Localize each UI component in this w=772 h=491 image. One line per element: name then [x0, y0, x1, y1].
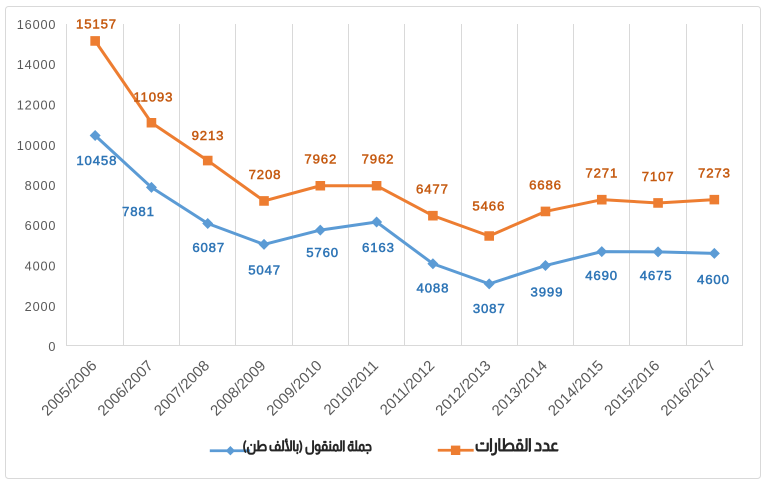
svg-text:11093: 11093: [133, 90, 173, 105]
svg-text:7271: 7271: [585, 166, 618, 181]
svg-text:4690: 4690: [585, 268, 618, 283]
svg-text:8000: 8000: [25, 179, 57, 193]
svg-text:10458: 10458: [76, 153, 117, 168]
svg-text:7881: 7881: [122, 204, 155, 219]
svg-text:10000: 10000: [17, 139, 57, 153]
svg-text:5047: 5047: [248, 262, 281, 277]
svg-text:3999: 3999: [531, 284, 564, 299]
svg-text:7962: 7962: [362, 151, 395, 166]
svg-text:12000: 12000: [17, 99, 57, 113]
svg-text:6686: 6686: [529, 177, 562, 192]
svg-text:4000: 4000: [25, 260, 57, 274]
svg-text:3087: 3087: [473, 301, 506, 316]
svg-text:16000: 16000: [17, 18, 57, 32]
svg-text:7962: 7962: [304, 151, 337, 166]
svg-text:9213: 9213: [192, 128, 225, 143]
svg-text:6000: 6000: [25, 219, 57, 233]
svg-text:2000: 2000: [25, 300, 57, 314]
svg-text:5466: 5466: [472, 199, 505, 214]
svg-text:5760: 5760: [306, 245, 339, 260]
svg-text:6477: 6477: [416, 182, 449, 197]
svg-text:6163: 6163: [362, 240, 395, 255]
svg-text:4675: 4675: [640, 268, 673, 283]
svg-text:14000: 14000: [17, 58, 57, 72]
svg-text:15157: 15157: [76, 17, 117, 32]
svg-text:7273: 7273: [698, 166, 731, 181]
svg-text:4600: 4600: [697, 272, 730, 287]
svg-text:7107: 7107: [642, 169, 675, 184]
svg-text:7208: 7208: [249, 167, 282, 182]
svg-text:4088: 4088: [417, 281, 450, 296]
svg-text:0: 0: [48, 340, 56, 354]
svg-text:6087: 6087: [192, 240, 225, 255]
